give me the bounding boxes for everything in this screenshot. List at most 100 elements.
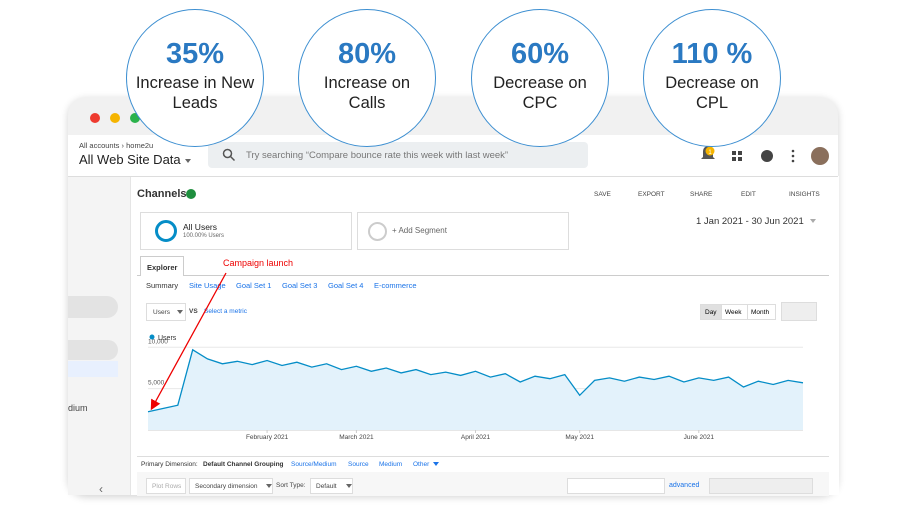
dimension-option[interactable]: Source <box>348 461 369 468</box>
dimension-option[interactable]: Default Channel Grouping <box>203 461 284 468</box>
dimension-option[interactable]: Other <box>413 461 440 468</box>
action-button[interactable]: SHARE <box>690 191 713 198</box>
date-range-text: 1 Jan 2021 - 30 Jun 2021 <box>696 216 804 227</box>
tab-label: Explorer <box>147 263 178 272</box>
segment-name: All Users <box>183 222 218 232</box>
segment-detail: 100.00% Users <box>183 233 225 239</box>
segment-ring <box>155 220 177 242</box>
legend-swatch <box>149 334 155 340</box>
divider <box>137 456 829 457</box>
stat-label: Increase on Calls <box>323 74 411 112</box>
table-search[interactable] <box>567 478 665 494</box>
stat-circle: 80% Increase on Calls <box>298 9 436 147</box>
subtab[interactable]: E-commerce <box>374 281 417 290</box>
dimension-option[interactable]: Medium <box>379 461 403 468</box>
subtab[interactable]: Goal Set 4 <box>328 281 364 290</box>
breadcrumb[interactable]: All accounts › home2u <box>79 141 154 150</box>
stat-label: Decrease on CPC <box>493 74 587 112</box>
window-dot <box>130 113 140 123</box>
sidebar-item[interactable] <box>68 340 118 360</box>
granularity-label: Day <box>705 309 717 316</box>
notification-count: 1 <box>708 150 712 156</box>
subtab[interactable]: Summary <box>146 281 179 290</box>
primary-dimension-label: Primary Dimension: <box>141 461 198 468</box>
sidebar <box>68 176 130 495</box>
x-tick-label: June 2021 <box>684 434 715 441</box>
area <box>148 349 803 430</box>
verified-icon <box>186 189 196 199</box>
stat-value: 60% <box>510 38 570 70</box>
help-icon[interactable] <box>761 150 773 162</box>
tab[interactable]: Explorer <box>140 256 184 276</box>
stat-circle: 110 % Decrease on CPL <box>643 9 781 147</box>
sidebar-item[interactable]: dium <box>68 403 88 413</box>
action-button[interactable]: EXPORT <box>638 191 665 198</box>
stat-label: Increase in New Leads <box>135 74 255 112</box>
dimension-option[interactable]: Source/Medium <box>291 461 337 468</box>
segment-card[interactable]: All Users 100.00% Users <box>140 212 352 250</box>
avatar[interactable] <box>811 147 829 165</box>
stat-label: Decrease on CPL <box>665 74 759 112</box>
window-dot <box>110 113 120 123</box>
dimension-label: Other <box>413 461 430 468</box>
add-segment-label: + Add Segment <box>392 226 447 235</box>
view-buttons[interactable] <box>709 478 813 494</box>
line <box>147 348 804 413</box>
granularity-button[interactable]: Month <box>747 304 776 320</box>
chart-type-buttons[interactable] <box>781 302 817 321</box>
subtab[interactable]: Site Usage <box>189 281 226 290</box>
sort-type-select[interactable]: Default <box>310 478 353 494</box>
legend-label: Users <box>158 335 177 342</box>
header-icons: 1 <box>701 146 829 165</box>
sidebar-item[interactable] <box>68 361 118 377</box>
property-selector[interactable]: All Web Site Data <box>79 152 191 167</box>
apps-icon[interactable] <box>732 151 742 161</box>
y-tick-label: 10,000 <box>148 338 168 345</box>
granularity-label: Week <box>725 309 742 316</box>
vs-label: VS <box>189 308 198 315</box>
add-ring <box>368 222 387 241</box>
metric-label: Users <box>153 309 170 316</box>
x-tick-label: February 2021 <box>246 434 289 441</box>
secondary-dimension[interactable]: Secondary dimension <box>189 478 273 494</box>
x-tick-label: May 2021 <box>565 434 594 441</box>
action-button[interactable]: SAVE <box>594 191 611 198</box>
metric-select[interactable]: Users <box>146 303 186 321</box>
stat-circle: 60% Decrease on CPC <box>471 9 609 147</box>
plot-rows-label: Plot Rows <box>152 483 182 490</box>
x-tick-label: April 2021 <box>461 434 491 441</box>
property-name: All Web Site Data <box>79 152 181 167</box>
annotation-arrow <box>150 272 227 411</box>
collapse-icon[interactable]: ‹ <box>99 482 103 496</box>
stat-circle: 35% Increase in New Leads <box>126 9 264 147</box>
sidebar-item[interactable] <box>68 296 118 318</box>
stat-value: 35% <box>165 38 225 70</box>
advanced-link[interactable]: advanced <box>669 482 700 489</box>
subtab[interactable]: Goal Set 1 <box>236 281 272 290</box>
secondary-dimension-label: Secondary dimension <box>195 483 258 490</box>
subtab[interactable]: Goal Set 3 <box>282 281 318 290</box>
action-button[interactable]: EDIT <box>741 191 756 198</box>
report-title: Channels <box>137 188 187 200</box>
add-segment[interactable]: + Add Segment <box>357 212 569 250</box>
y-tick-label: 5,000 <box>148 380 165 387</box>
sort-type-label: Sort Type: <box>276 482 306 489</box>
plot-rows-button[interactable]: Plot Rows <box>146 478 186 494</box>
search-placeholder: Try searching “Compare bounce rate this … <box>246 150 509 161</box>
search-bar[interactable]: Try searching “Compare bounce rate this … <box>208 142 588 168</box>
menu-icon[interactable] <box>791 149 795 163</box>
annotation: Campaign launch <box>223 258 293 268</box>
action-button[interactable]: INSIGHTS <box>789 191 820 198</box>
search-icon <box>222 148 236 162</box>
stat-value: 110 % <box>671 38 753 70</box>
sort-type-value: Default <box>316 483 337 490</box>
granularity-label: Month <box>751 309 770 316</box>
date-range[interactable]: 1 Jan 2021 - 30 Jun 2021 <box>696 216 816 227</box>
stat-value: 80% <box>337 38 397 70</box>
divider <box>68 176 838 177</box>
x-tick-label: March 2021 <box>339 434 374 441</box>
window-dot <box>90 113 100 123</box>
select-metric[interactable]: Select a metric <box>204 308 247 315</box>
